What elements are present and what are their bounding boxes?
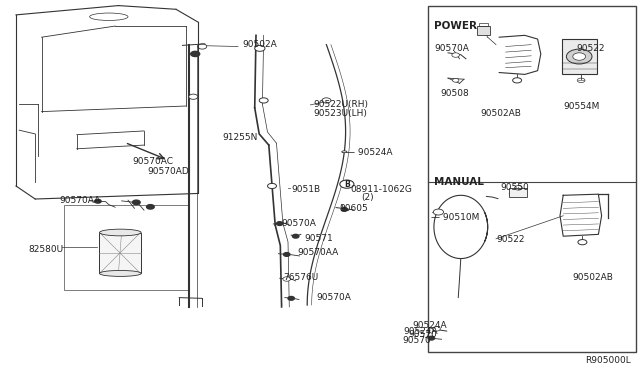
Text: 90502AB: 90502AB [480, 109, 521, 118]
Circle shape [147, 205, 154, 209]
Text: 90570A: 90570A [282, 219, 316, 228]
Text: 90570AC: 90570AC [132, 157, 173, 166]
Ellipse shape [100, 270, 141, 276]
Bar [562, 39, 597, 74]
Text: 90570AA: 90570AA [298, 248, 339, 257]
Text: 90524A: 90524A [413, 321, 447, 330]
Text: 90570AA: 90570AA [60, 196, 100, 205]
Circle shape [255, 45, 265, 51]
Circle shape [189, 94, 198, 99]
Text: 91255N: 91255N [223, 133, 258, 142]
Ellipse shape [100, 229, 141, 236]
Text: — 90524A: — 90524A [346, 148, 392, 157]
Text: 90508: 90508 [440, 89, 469, 97]
Circle shape [283, 277, 291, 281]
Text: 90550: 90550 [500, 183, 529, 192]
Bar [509, 188, 527, 197]
Text: B: B [344, 180, 349, 189]
Circle shape [191, 51, 200, 57]
Text: 9051B: 9051B [291, 185, 321, 194]
Text: 08911-1062G: 08911-1062G [351, 185, 413, 194]
Text: 90524A: 90524A [404, 327, 438, 336]
Bar [428, 6, 636, 352]
Circle shape [284, 253, 290, 256]
Circle shape [340, 180, 354, 188]
Text: 90570AD: 90570AD [147, 167, 189, 176]
Text: 90523U(LH): 90523U(LH) [314, 109, 367, 118]
Text: 90570: 90570 [402, 336, 431, 345]
Text: 90570A: 90570A [434, 44, 468, 53]
Text: 90554M: 90554M [563, 102, 600, 110]
Bar [99, 232, 141, 273]
Circle shape [573, 53, 586, 60]
Circle shape [428, 336, 435, 340]
Text: POWER: POWER [434, 21, 477, 31]
Text: — 90510M: — 90510M [431, 213, 479, 222]
Circle shape [95, 199, 101, 203]
Circle shape [288, 296, 294, 300]
Circle shape [268, 183, 276, 189]
Circle shape [132, 200, 140, 205]
Circle shape [452, 78, 459, 82]
Text: R905000L: R905000L [585, 356, 630, 365]
Text: MANUAL: MANUAL [434, 177, 484, 187]
Circle shape [433, 209, 444, 215]
Bar [64, 205, 189, 290]
Text: 90502A: 90502A [242, 40, 276, 49]
Circle shape [452, 53, 460, 57]
Circle shape [513, 78, 522, 83]
Circle shape [433, 327, 440, 331]
Text: 90522: 90522 [576, 44, 605, 53]
Bar [479, 23, 488, 26]
Text: 82580U: 82580U [28, 245, 63, 254]
Bar [477, 26, 490, 35]
Text: 90522: 90522 [496, 235, 525, 244]
Text: 90570: 90570 [408, 330, 437, 339]
Circle shape [322, 98, 331, 103]
Text: 76576U: 76576U [283, 273, 318, 282]
Circle shape [578, 240, 587, 245]
Text: 90605: 90605 [339, 204, 368, 213]
Circle shape [276, 222, 283, 225]
Text: 90571: 90571 [305, 234, 333, 243]
Circle shape [566, 49, 592, 64]
Circle shape [341, 208, 348, 211]
Text: 90502AB: 90502AB [573, 273, 614, 282]
Text: 90522U(RH): 90522U(RH) [314, 100, 369, 109]
Text: (2): (2) [362, 193, 374, 202]
Ellipse shape [342, 151, 347, 153]
Text: 90570A: 90570A [317, 293, 351, 302]
Circle shape [259, 98, 268, 103]
Circle shape [292, 234, 299, 238]
